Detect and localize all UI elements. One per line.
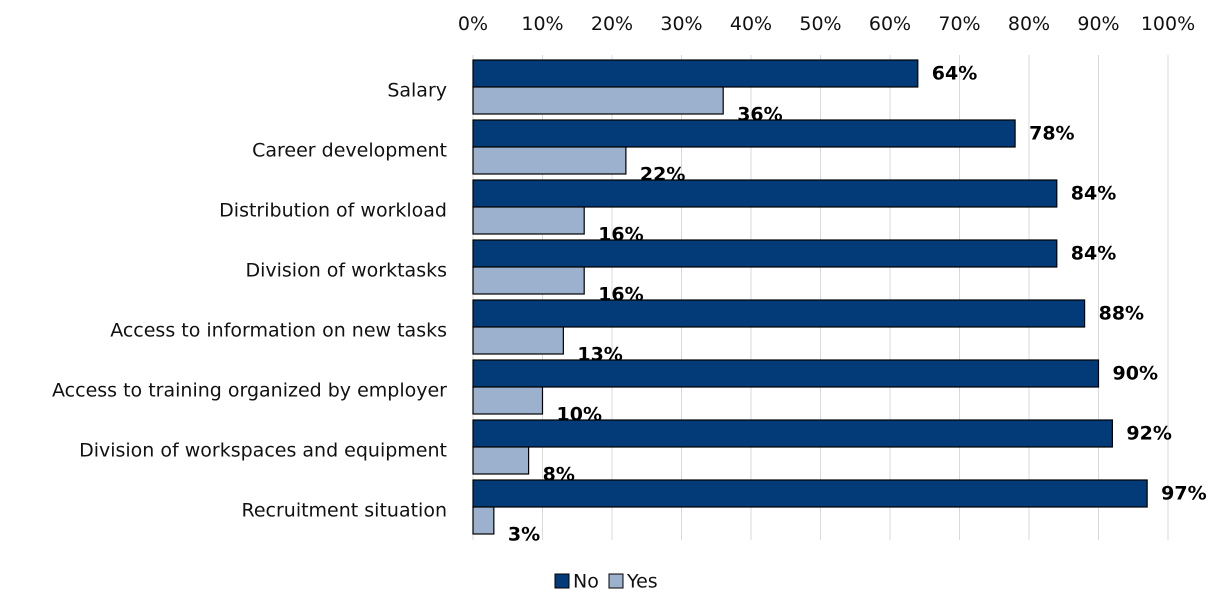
x-tick-label: 60%: [869, 13, 911, 35]
category-label: Division of worktasks: [245, 260, 447, 282]
x-tick-label: 50%: [799, 13, 841, 35]
bar-no: [472, 179, 1058, 208]
bar-yes: [472, 266, 585, 295]
x-tick-label: 90%: [1077, 13, 1119, 35]
data-label-no: 78%: [1029, 123, 1074, 145]
bar-no: [472, 359, 1100, 388]
bar-no: [472, 419, 1114, 448]
data-label-no: 64%: [932, 63, 977, 85]
x-tick-label: 10%: [521, 13, 563, 35]
category-label: Access to information on new tasks: [110, 320, 447, 342]
data-label-no: 84%: [1071, 183, 1116, 205]
x-tick-label: 0%: [458, 13, 488, 35]
bar-yes: [472, 446, 530, 475]
data-label-yes: 3%: [508, 524, 540, 546]
legend-swatch-no: [554, 573, 570, 589]
bar-no: [472, 479, 1148, 508]
x-tick-label: 100%: [1141, 13, 1195, 35]
data-label-no: 92%: [1126, 423, 1171, 445]
x-tick-label: 70%: [938, 13, 980, 35]
bar-yes: [472, 326, 564, 355]
data-label-no: 97%: [1161, 483, 1206, 505]
bar-no: [472, 59, 919, 88]
x-tick-label: 40%: [730, 13, 772, 35]
legend-label-yes: Yes: [626, 571, 658, 593]
bar-yes: [472, 146, 627, 175]
category-label: Salary: [387, 80, 447, 102]
data-label-no: 90%: [1113, 363, 1158, 385]
x-tick-label: 30%: [660, 13, 702, 35]
category-label: Division of workspaces and equipment: [79, 440, 447, 462]
category-label: Distribution of workload: [219, 200, 447, 222]
category-label: Access to training organized by employer: [52, 380, 447, 402]
category-label: Recruitment situation: [241, 500, 447, 522]
x-tick-label: 80%: [1008, 13, 1050, 35]
bar-no: [472, 299, 1086, 328]
bar-yes: [472, 206, 585, 235]
legend-label-no: No: [573, 571, 599, 593]
bar-no: [472, 239, 1058, 268]
bar-no: [472, 119, 1016, 148]
legend-swatch-yes: [608, 573, 624, 589]
bar-yes: [472, 506, 495, 535]
bar-yes: [472, 86, 724, 115]
data-label-no: 84%: [1071, 243, 1116, 265]
category-label: Career development: [252, 140, 447, 162]
data-label-no: 88%: [1099, 303, 1144, 325]
x-tick-label: 20%: [591, 13, 633, 35]
bar-yes: [472, 386, 544, 415]
